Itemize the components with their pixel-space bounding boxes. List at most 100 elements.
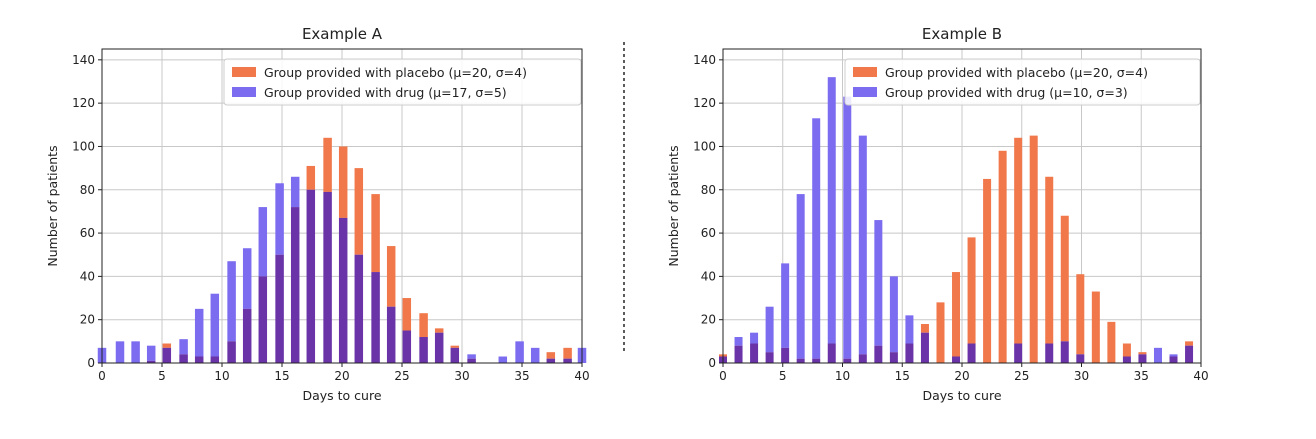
chart-a: 0 5 10 15 20 25 30 35 40 0 20 40 60 80 100 120 140 Exampl… bbox=[45, 25, 590, 403]
bar-drug bbox=[115, 341, 125, 363]
y-tick-label: 0 bbox=[708, 356, 716, 370]
bar-overlap bbox=[734, 345, 743, 363]
bar-overlap bbox=[306, 189, 316, 363]
x-tick-label: 20 bbox=[334, 369, 349, 383]
y-tick-label: 20 bbox=[80, 313, 95, 327]
legend-swatch bbox=[232, 87, 256, 97]
bar-drug bbox=[734, 337, 743, 346]
bar-drug bbox=[781, 263, 790, 348]
y-tick-label: 120 bbox=[693, 96, 716, 110]
x-axis-title: Days to cure bbox=[302, 388, 381, 403]
bar-overlap bbox=[781, 347, 790, 363]
bar-overlap bbox=[858, 354, 867, 363]
bar-placebo bbox=[1138, 352, 1147, 355]
legend-box bbox=[844, 58, 1201, 106]
bar-overlap bbox=[258, 276, 268, 363]
x-tick-label: 35 bbox=[514, 369, 529, 383]
bar-drug bbox=[765, 306, 774, 353]
bar-drug bbox=[827, 77, 836, 344]
bar-overlap bbox=[323, 191, 332, 363]
x-tick-label: 15 bbox=[895, 369, 910, 383]
y-tick-label: 20 bbox=[701, 313, 716, 327]
bar-drug bbox=[467, 354, 476, 359]
bar-overlap bbox=[750, 343, 759, 363]
bar-placebo bbox=[1091, 291, 1100, 363]
y-tick-label: 60 bbox=[80, 226, 95, 240]
bar-placebo bbox=[1014, 137, 1023, 344]
y-tick-label: 40 bbox=[701, 269, 716, 283]
bar-overlap bbox=[179, 354, 188, 363]
bar-drug bbox=[750, 332, 759, 344]
bar-overlap bbox=[402, 330, 412, 363]
y-tick-label: 60 bbox=[701, 226, 716, 240]
bar-placebo bbox=[983, 178, 992, 363]
bar-drug bbox=[530, 347, 540, 363]
x-tick-label: 0 bbox=[98, 369, 106, 383]
bar-drug bbox=[258, 207, 268, 277]
bar-placebo bbox=[998, 150, 1007, 363]
bar-overlap bbox=[467, 358, 476, 363]
x-tick-label: 15 bbox=[274, 369, 289, 383]
chart-title: Example A bbox=[302, 25, 383, 43]
bar-overlap bbox=[827, 343, 836, 363]
bar-placebo bbox=[1045, 176, 1054, 344]
bar-placebo bbox=[563, 347, 572, 359]
bar-drug bbox=[179, 339, 188, 355]
y-tick-label: 80 bbox=[80, 183, 95, 197]
x-axis-title: Days to cure bbox=[922, 388, 1001, 403]
bar-overlap bbox=[386, 306, 396, 363]
x-tick-label: 10 bbox=[835, 369, 850, 383]
bar-drug bbox=[1153, 347, 1162, 363]
bar-overlap bbox=[905, 343, 914, 363]
legend-box bbox=[223, 58, 582, 106]
bar-drug bbox=[275, 183, 284, 255]
bar-overlap bbox=[210, 356, 220, 363]
bar-overlap bbox=[563, 358, 572, 363]
bar-placebo bbox=[967, 237, 976, 344]
bar-placebo bbox=[306, 165, 316, 190]
bar-placebo bbox=[450, 345, 460, 348]
x-tick-label: 0 bbox=[719, 369, 727, 383]
bar-overlap bbox=[371, 272, 380, 363]
y-tick-label: 100 bbox=[693, 139, 716, 153]
bar-placebo bbox=[419, 313, 428, 338]
bar-placebo bbox=[162, 343, 172, 348]
bar-drug bbox=[796, 194, 805, 359]
bar-overlap bbox=[1122, 356, 1131, 363]
y-axis-title: Number of patients bbox=[45, 145, 60, 266]
bar-placebo bbox=[920, 324, 929, 333]
x-tick-label: 30 bbox=[1074, 369, 1089, 383]
legend-swatch bbox=[853, 87, 877, 97]
bar-overlap bbox=[450, 347, 460, 363]
bar-placebo bbox=[1060, 215, 1069, 342]
bar-placebo bbox=[1122, 343, 1131, 357]
y-tick-label: 0 bbox=[87, 356, 95, 370]
bar-overlap bbox=[952, 356, 961, 363]
bar-drug bbox=[146, 345, 156, 361]
bar-placebo bbox=[386, 246, 396, 307]
bar-overlap bbox=[162, 347, 172, 363]
bar-overlap bbox=[194, 356, 204, 363]
bar-overlap bbox=[275, 254, 284, 363]
legend-label: Group provided with placebo (μ=20, σ=4) bbox=[885, 65, 1148, 80]
x-tick-label: 20 bbox=[954, 369, 969, 383]
bar-overlap bbox=[242, 308, 252, 363]
chart-b: 0 5 10 15 20 25 30 35 40 0 20 40 60 80 100 120 140 Exampl… bbox=[666, 25, 1209, 403]
bar-drug bbox=[858, 135, 867, 355]
bar-placebo bbox=[546, 352, 556, 359]
bar-overlap bbox=[419, 337, 428, 363]
y-tick-label: 140 bbox=[693, 53, 716, 67]
bar-overlap bbox=[546, 358, 556, 363]
x-tick-label: 5 bbox=[779, 369, 787, 383]
bar-drug bbox=[515, 341, 524, 363]
bar-drug bbox=[131, 341, 140, 363]
bar-overlap bbox=[434, 332, 444, 363]
y-tick-label: 140 bbox=[72, 53, 95, 67]
bar-overlap bbox=[920, 332, 929, 363]
x-tick-label: 10 bbox=[214, 369, 229, 383]
legend-swatch bbox=[232, 67, 256, 77]
bar-placebo bbox=[936, 302, 945, 363]
y-tick-label: 120 bbox=[72, 96, 95, 110]
x-tick-label: 25 bbox=[1014, 369, 1029, 383]
